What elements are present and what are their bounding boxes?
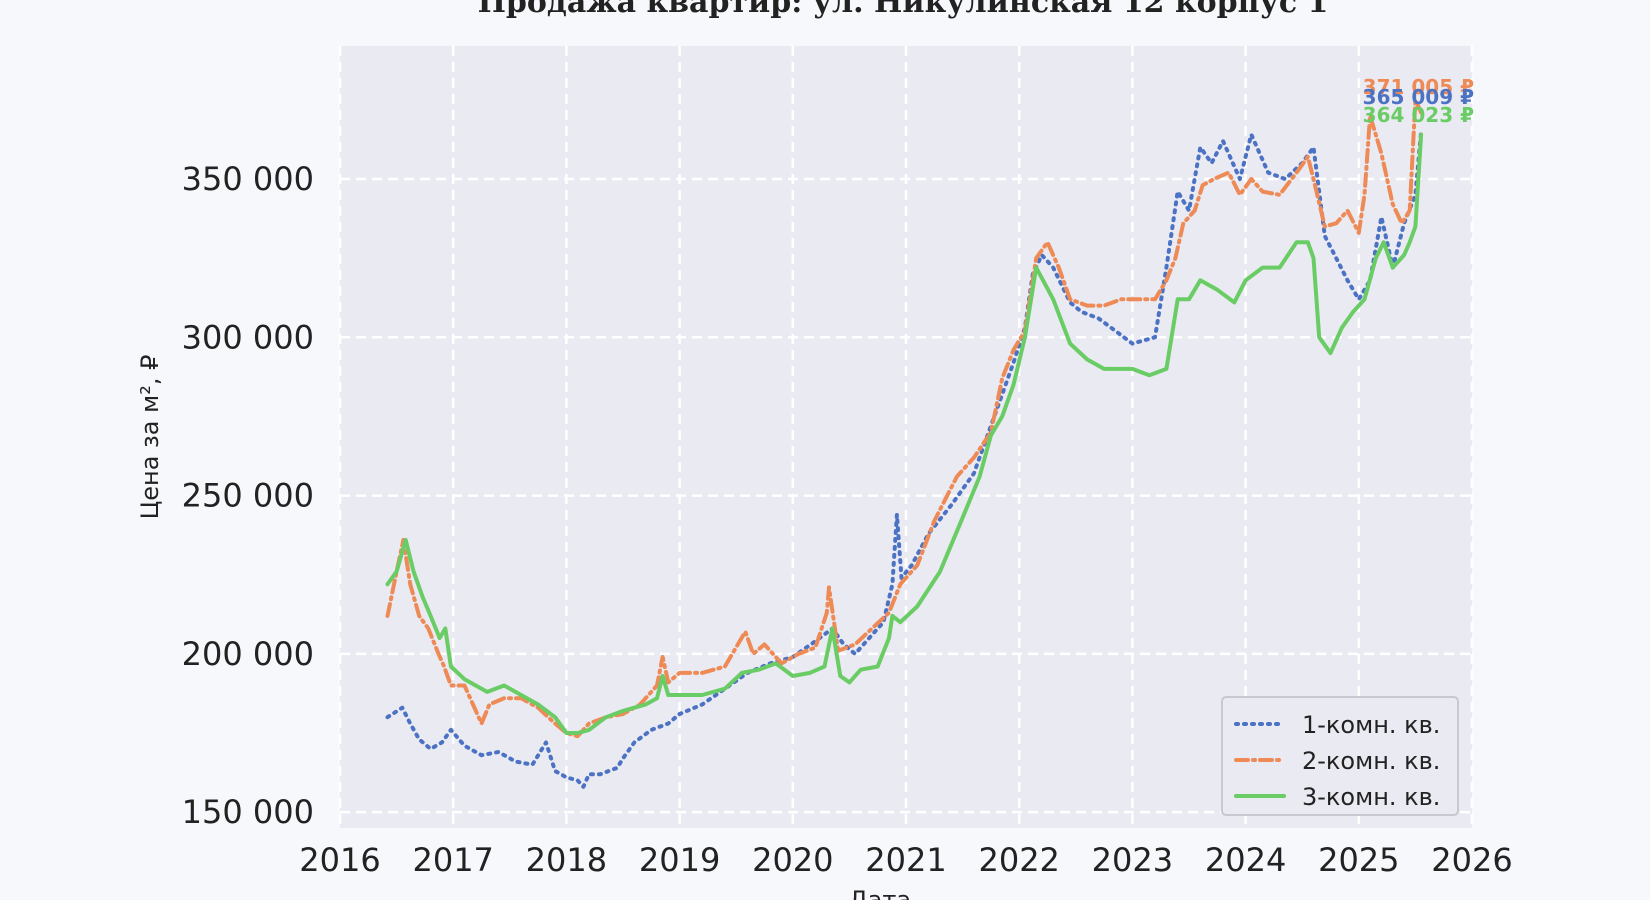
series-line-1 [385,129,1424,789]
end-labels: 371 005 ₽365 009 ₽364 023 ₽ [1363,75,1474,127]
x-tick-label: 2023 [1092,841,1173,879]
x-axis: 2016 2017 2018 2019 2020 2021 2022 2023 2024 2025… [299,841,1512,879]
x-tick-label: 2025 [1318,841,1399,879]
y-axis-label: Цена за м², ₽ [136,355,164,520]
end-value-label-2: 371 005 ₽ [1363,75,1474,99]
end-value-label-3: 364 023 ₽ [1363,103,1474,127]
end-value-label-1: 365 009 ₽ [1363,85,1474,109]
legend-label-3: 3-комн. кв. [1302,783,1440,811]
x-tick-label: 2026 [1431,841,1512,879]
x-tick-label: 2016 [299,841,380,879]
y-tick-label: 150 000 [182,793,314,831]
plot-area: 371 005 ₽365 009 ₽364 023 ₽ [338,46,1474,828]
y-tick-label: 250 000 [182,477,314,515]
legend: 1-комн. кв. 2-комн. кв. 3-комн. кв. [1221,696,1459,816]
x-tick-label: 2018 [526,841,607,879]
y-tick-label: 350 000 [182,160,314,198]
x-tick-label: 2024 [1205,841,1286,879]
grid [338,46,1474,828]
x-tick-label: 2017 [412,841,493,879]
y-tick-label: 300 000 [182,318,314,356]
y-axis: 150 000 200 000 250 000 300 000 350 000 [182,160,314,831]
x-tick-label: 2019 [639,841,720,879]
chart-title: Продажа квартир: ул. Никулинская 12 корп… [478,0,1329,20]
y-tick-label: 200 000 [182,635,314,673]
x-axis-label: Дата [849,886,911,900]
legend-box [1221,696,1459,816]
x-tick-label: 2022 [978,841,1059,879]
series-lines [385,97,1424,789]
x-tick-label: 2020 [752,841,833,879]
series-line-3 [385,132,1424,735]
legend-label-1: 1-комн. кв. [1302,711,1440,739]
x-tick-label: 2021 [865,841,946,879]
legend-label-2: 2-комн. кв. [1302,747,1440,775]
series-line-2 [385,97,1424,739]
